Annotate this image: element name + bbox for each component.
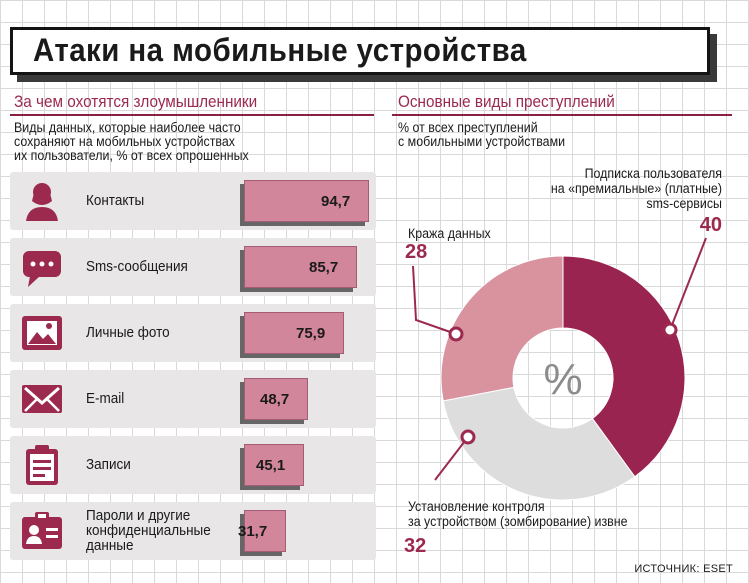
bar-row: Пароли и другие конфиденциальные данные 3… <box>10 502 376 560</box>
pie-center-symbol: % <box>543 355 582 404</box>
bar-row: Sms-сообщения 85,7 <box>10 238 376 296</box>
bar-value-label: 31,7 <box>238 522 268 540</box>
right-description: % от всех преступлений с мобильными устр… <box>398 120 566 149</box>
bar-value-label: 75,9 <box>296 324 326 342</box>
bar-category-label: Личные фото <box>86 324 170 341</box>
person-icon <box>20 179 64 223</box>
right-heading-rule <box>392 114 732 116</box>
page-title: Атаки на мобильные устройства <box>33 32 527 68</box>
source-note: ИСТОЧНИК: ESET <box>634 563 733 575</box>
pie-slice-value: 32 <box>404 535 427 557</box>
pie-slice <box>562 255 686 478</box>
pie-slice <box>442 386 636 501</box>
pie-slice-value: 28 <box>405 241 428 263</box>
bar <box>244 180 369 222</box>
right-heading: Основные виды преступлений <box>398 92 615 111</box>
bar-row: E-mail 48,7 <box>10 370 376 428</box>
bar <box>244 312 344 354</box>
pie-slice-label: Установление контроля за устройством (зо… <box>408 499 628 529</box>
leader-marker <box>448 326 464 342</box>
pie-slice-label: Подписка пользователя на «премиальные» (… <box>550 166 722 211</box>
leader-line <box>412 265 457 335</box>
bar-row: Личные фото 75,9 <box>10 304 376 362</box>
leader-line <box>434 436 469 481</box>
bar-row: Записи 45,1 <box>10 436 376 494</box>
bar-category-label: Контакты <box>86 192 145 209</box>
chat-bubble-icon <box>20 245 64 289</box>
left-heading-rule <box>10 114 374 116</box>
bar-category-label: Записи <box>86 456 131 473</box>
envelope-icon <box>20 377 64 421</box>
pie-slice-value: 40 <box>699 214 722 236</box>
bar-value-label: 48,7 <box>260 390 290 408</box>
title-box: Атаки на мобильные устройства <box>10 27 710 75</box>
bar-category-label: Sms-сообщения <box>86 258 188 275</box>
pie-slice-label: Кража данных <box>408 226 491 241</box>
left-heading: За чем охотятся злоумышленники <box>14 92 258 111</box>
leader-marker <box>460 429 476 445</box>
photo-icon <box>20 311 64 355</box>
leader-line <box>669 237 707 331</box>
bar <box>244 510 286 552</box>
pie-slice <box>440 255 564 402</box>
leader-marker <box>662 322 678 338</box>
bar-category-label: Пароли и другие конфиденциальные данные <box>86 507 211 554</box>
bar <box>244 246 357 288</box>
bar-value-label: 85,7 <box>309 258 339 276</box>
clipboard-icon <box>20 443 64 487</box>
id-card-icon <box>20 509 64 553</box>
bar <box>244 444 304 486</box>
left-description: Виды данных, которые наиболее часто сохр… <box>14 120 249 163</box>
bar <box>244 378 308 420</box>
bar-category-label: E-mail <box>86 390 125 407</box>
bar-row: Контакты 94,7 <box>10 172 376 230</box>
bar-value-label: 94,7 <box>321 192 351 210</box>
bar-value-label: 45,1 <box>256 456 286 474</box>
